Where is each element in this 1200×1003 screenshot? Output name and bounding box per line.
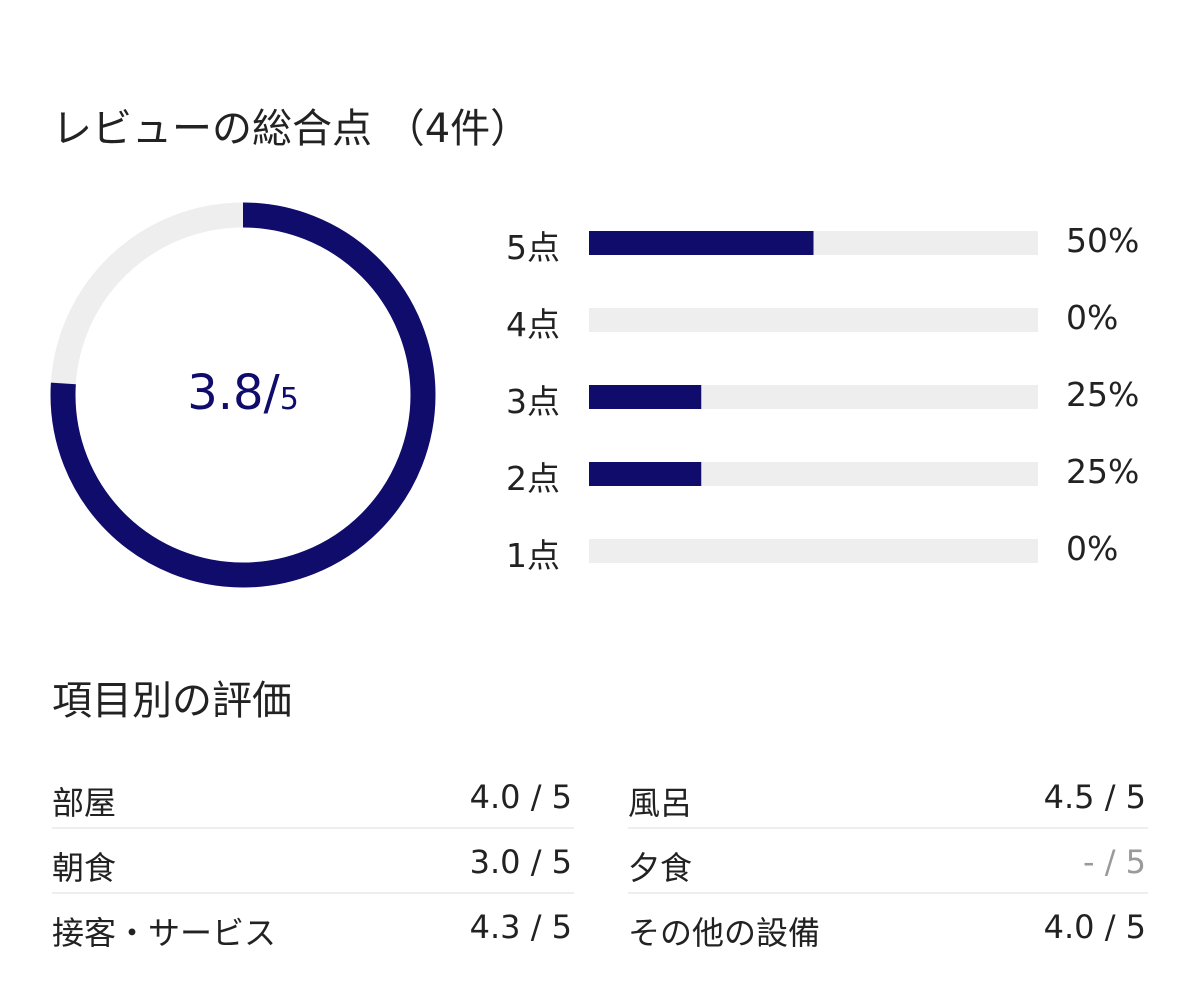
- star-label: 4点: [506, 305, 560, 344]
- score-text: 3.8/5: [43, 365, 443, 421]
- bar: [589, 231, 814, 255]
- category-name: 風呂: [628, 784, 693, 822]
- category-score: 4.3 / 5: [469, 908, 572, 946]
- category-name: その他の設備: [628, 914, 821, 952]
- percent-label: 25%: [1066, 452, 1140, 491]
- bar-track: [589, 539, 1038, 563]
- score-max: 5: [279, 382, 299, 417]
- score: 3.8: [187, 365, 264, 421]
- bar-track: [589, 308, 1038, 332]
- separator: /: [263, 365, 280, 421]
- category-score: 4.0 / 5: [469, 778, 572, 816]
- category-score: - / 5: [1082, 843, 1146, 881]
- bar: [589, 385, 702, 409]
- star-label: 3点: [506, 382, 560, 421]
- star-label: 5点: [506, 228, 560, 267]
- donut-chart: [50, 202, 436, 588]
- percent-label: 50%: [1066, 221, 1140, 260]
- title: レビューの総合点 （4件）: [52, 106, 531, 152]
- category-name: 接客・サービス: [52, 914, 277, 952]
- divider: [628, 892, 1148, 894]
- category-score: 4.0 / 5: [1043, 908, 1146, 946]
- percent-label: 0%: [1066, 529, 1119, 568]
- category-name: 部屋: [52, 784, 117, 822]
- category-score: 4.5 / 5: [1043, 778, 1146, 816]
- star-label: 1点: [506, 536, 560, 575]
- percent-label: 0%: [1066, 298, 1119, 337]
- divider: [52, 827, 574, 829]
- donut-arc: [50, 202, 436, 588]
- categories-title: 項目別の評価: [52, 678, 292, 724]
- divider: [628, 827, 1148, 829]
- divider: [52, 892, 574, 894]
- bar: [589, 462, 702, 486]
- star-label: 2点: [506, 459, 560, 498]
- category-name: 夕食: [628, 849, 693, 887]
- category-name: 朝食: [52, 849, 117, 887]
- category-score: 3.0 / 5: [469, 843, 572, 881]
- percent-label: 25%: [1066, 375, 1140, 414]
- distribution-bars: [589, 231, 1038, 563]
